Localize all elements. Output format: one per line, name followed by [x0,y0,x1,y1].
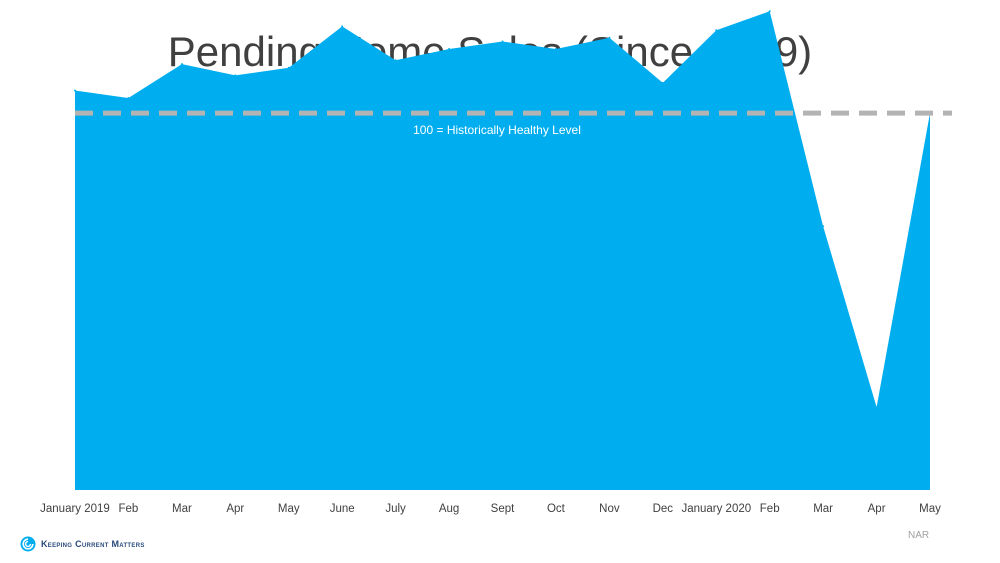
x-tick-label: Mar [172,503,192,515]
kcm-logo: Keeping Current Matters [20,534,145,554]
data-point [875,406,878,409]
x-tick-label: Apr [226,503,244,515]
x-tick-label: Feb [118,503,138,515]
x-tick-label: Nov [599,503,620,515]
data-point [554,48,557,50]
x-tick-label: Apr [868,503,886,515]
swirl-logo-icon [20,536,36,552]
data-point [715,29,718,32]
x-tick-label: May [278,503,300,515]
x-tick-label: Aug [439,503,459,515]
x-tick-label: January 2019 [40,503,110,515]
data-point [768,10,771,13]
data-point [448,48,451,50]
data-point [661,81,664,84]
data-point [501,40,504,43]
data-point [127,97,130,99]
data-point [822,225,825,228]
area-series [75,11,930,491]
logo-text: Keeping Current Matters [41,539,145,549]
x-tick-label: Mar [813,503,833,515]
data-point [341,25,344,28]
x-tick-label: Feb [760,503,780,515]
data-point [234,74,237,77]
reference-line-label: 100 = Historically Healthy Level [413,123,581,137]
x-tick-label: Dec [653,503,674,515]
x-tick-label: Sept [491,503,515,515]
data-point [180,63,183,66]
x-tick-label: May [919,503,941,515]
x-tick-label: Oct [547,503,566,515]
x-tick-label: January 2020 [681,503,751,515]
x-tick-label: July [385,503,406,515]
data-point [74,89,76,92]
data-point [608,36,611,39]
data-point [394,59,397,62]
x-tick-label: June [330,503,355,515]
source-label: NAR [908,530,930,541]
data-point [287,66,290,69]
